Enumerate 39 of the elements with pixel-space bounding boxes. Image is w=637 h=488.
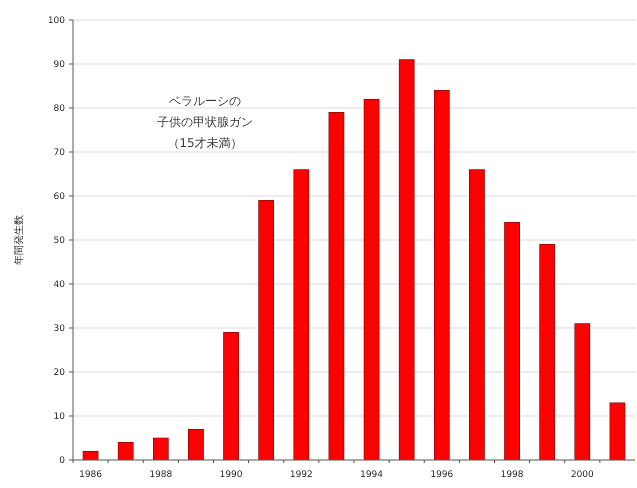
x-tick-label: 1988 (149, 470, 173, 480)
bar (398, 59, 415, 460)
y-tick-label: 80 (54, 104, 66, 114)
x-tick-label: 1986 (79, 470, 102, 480)
bar (152, 438, 169, 460)
bar (504, 222, 520, 460)
x-tick-label: 2000 (570, 470, 594, 480)
bar (364, 98, 380, 460)
bar (469, 169, 485, 460)
y-tick-label: 60 (54, 192, 66, 202)
bar (223, 332, 239, 460)
annotation: （15才未満） (167, 136, 243, 150)
x-tick-label: 1998 (500, 470, 524, 480)
y-axis-title: 年間発生数 (13, 215, 25, 265)
bar (328, 112, 344, 460)
y-tick-label: 100 (48, 16, 66, 26)
y-tick-label: 10 (54, 412, 66, 422)
bar (293, 169, 310, 460)
bar (610, 402, 626, 460)
x-tick-label: 1990 (220, 470, 243, 480)
y-tick-label: 20 (54, 368, 66, 378)
bar (118, 442, 134, 460)
y-tick-label: 90 (54, 60, 66, 70)
bar (82, 450, 98, 460)
annotation: ベラルーシの (169, 94, 241, 108)
x-tick-label: 1994 (360, 470, 384, 480)
bar (188, 428, 204, 460)
bar (539, 244, 556, 460)
bar (434, 90, 450, 460)
y-tick-label: 40 (54, 280, 66, 290)
y-tick-label: 70 (54, 148, 66, 158)
x-tick-label: 1992 (290, 470, 313, 480)
y-tick-label: 50 (54, 236, 66, 246)
bar (258, 200, 274, 460)
y-tick-label: 0 (59, 456, 66, 466)
y-tick-label: 30 (54, 324, 66, 334)
annotation: 子供の甲状腺ガン (157, 115, 253, 129)
x-tick-label: 1996 (430, 470, 454, 480)
bar (574, 323, 590, 460)
